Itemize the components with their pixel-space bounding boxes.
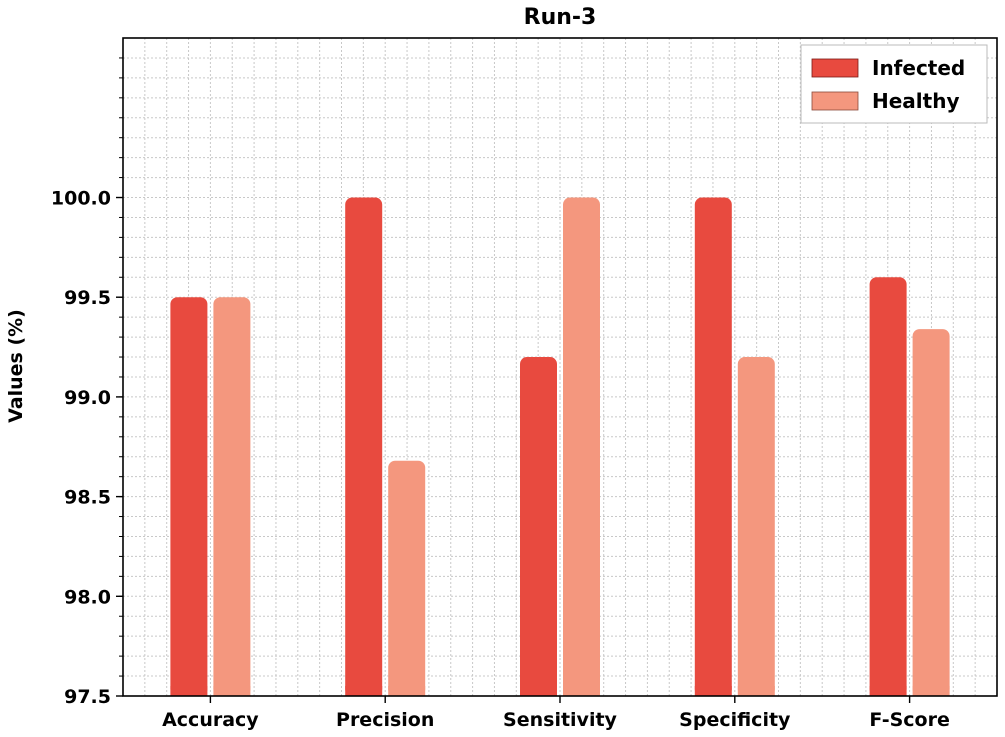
- legend-label-infected: Infected: [872, 56, 965, 80]
- y-tick-label: 98.5: [64, 487, 111, 509]
- bar-base: [869, 686, 907, 696]
- y-axis-label: Values (%): [5, 309, 27, 423]
- bar-healthy-specificity: [737, 357, 775, 696]
- legend-swatch-infected: [811, 58, 859, 78]
- bar-infected-sensitivity: [520, 357, 557, 696]
- bar-healthy-f-score: [912, 329, 950, 696]
- x-tick-label: F-Score: [869, 709, 950, 731]
- legend: Infected Healthy: [800, 44, 988, 124]
- y-tick-label: 97.5: [64, 686, 111, 708]
- bar-base: [213, 686, 251, 696]
- bar-infected-precision: [345, 197, 383, 697]
- ticks-group: 97.5 98.0 98.5 99.0 99.5 100.0 Accuracy Precisi…: [51, 57, 950, 731]
- bar-base: [170, 686, 208, 696]
- x-tick-label: Precision: [336, 709, 434, 731]
- bar-base: [388, 686, 426, 696]
- chart-title: Run-3: [524, 5, 597, 30]
- bar-infected-accuracy: [170, 297, 208, 696]
- y-tick-label: 99.5: [64, 287, 111, 309]
- y-tick-label: 100.0: [51, 188, 111, 210]
- legend-label-healthy: Healthy: [872, 89, 960, 113]
- y-tick-label: 99.0: [64, 387, 111, 409]
- bar-base: [345, 686, 383, 696]
- bars-group: [170, 197, 950, 697]
- x-tick-label: Sensitivity: [503, 709, 617, 731]
- x-tick-label: Specificity: [679, 709, 791, 731]
- bar-infected-f-score: [869, 277, 907, 696]
- y-tick-label: 98.0: [64, 586, 111, 608]
- bar-healthy-sensitivity: [563, 197, 600, 697]
- bar-base: [520, 686, 557, 696]
- bar-healthy-precision: [388, 460, 426, 696]
- bar-base: [912, 686, 950, 696]
- bar-base: [694, 686, 732, 696]
- bar-base: [563, 686, 600, 696]
- legend-swatch-healthy: [811, 91, 859, 111]
- grid-lines: [123, 38, 997, 696]
- bar-infected-specificity: [694, 197, 732, 697]
- bar-healthy-accuracy: [213, 297, 251, 696]
- x-tick-label: Accuracy: [162, 709, 259, 731]
- bar-base: [737, 686, 775, 696]
